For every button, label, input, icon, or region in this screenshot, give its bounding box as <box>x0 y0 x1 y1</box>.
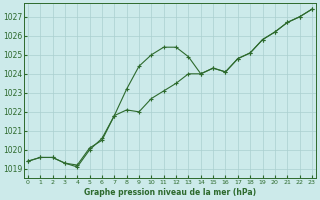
X-axis label: Graphe pression niveau de la mer (hPa): Graphe pression niveau de la mer (hPa) <box>84 188 256 197</box>
